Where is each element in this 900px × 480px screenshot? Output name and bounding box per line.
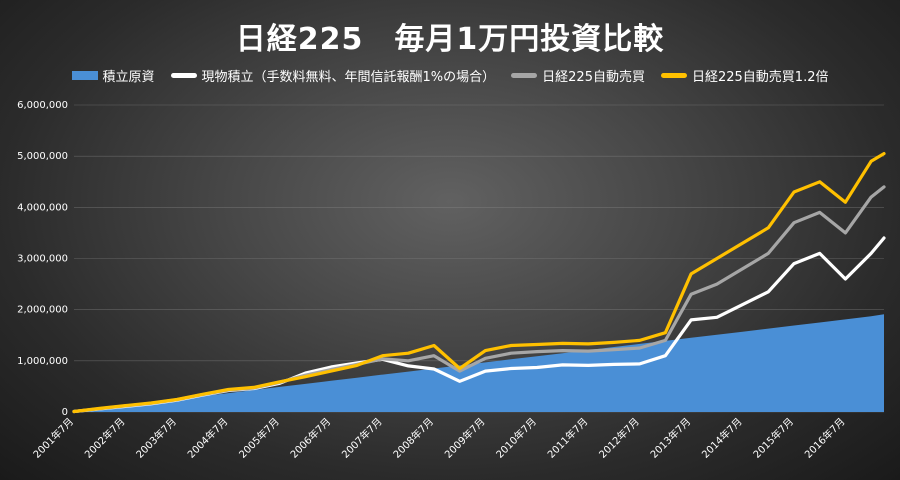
x-tick-label: 2008年7月 (390, 415, 436, 461)
chart-title: 日経225 毎月1万円投資比較 (235, 22, 665, 57)
legend-item-auto: 日経225自動売買 (511, 66, 645, 85)
x-tick-label: 2002年7月 (82, 415, 128, 461)
x-tick-label: 2010年7月 (493, 415, 539, 461)
x-tick-label: 2001年7月 (30, 415, 76, 461)
x-tick-label: 2009年7月 (442, 415, 488, 461)
legend-swatch-principal (71, 71, 98, 80)
y-tick-label: 6,000,000 (17, 100, 68, 111)
x-tick-label: 2005年7月 (236, 415, 282, 461)
x-tick-label: 2011年7月 (545, 415, 591, 461)
legend-label-principal: 積立原資 (102, 70, 155, 85)
x-tick-label: 2007年7月 (339, 415, 385, 461)
x-tick-label: 2016年7月 (802, 415, 848, 461)
y-tick-label: 3,000,000 (17, 254, 68, 265)
y-tick-label: 4,000,000 (17, 202, 68, 213)
legend-item-spot: 現物積立（手数料無料、年間信託報酬1%の場合） (170, 66, 496, 85)
legend-label-spot: 現物積立（手数料無料、年間信託報酬1%の場合） (201, 70, 496, 85)
legend-swatch-spot (170, 73, 197, 78)
legend-item-auto-12x: 日経225自動売買1.2倍 (660, 66, 829, 85)
y-tick-label: 1,000,000 (17, 356, 68, 367)
legend-swatch-auto-12x (660, 73, 687, 78)
legend-label-auto: 日経225自動売買 (542, 70, 645, 85)
legend-item-principal: 積立原資 (71, 66, 155, 85)
x-tick-label: 2006年7月 (287, 415, 333, 461)
series-line-auto-12x (72, 152, 886, 414)
x-tick-label: 2012年7月 (596, 415, 642, 461)
x-tick-label: 2003年7月 (133, 415, 179, 461)
x-tick-label: 2014年7月 (699, 415, 745, 461)
x-tick-label: 2015年7月 (750, 415, 796, 461)
legend-label-auto-12x: 日経225自動売買1.2倍 (691, 70, 829, 85)
x-tick-label: 2004年7月 (185, 415, 231, 461)
y-tick-label: 5,000,000 (17, 151, 68, 162)
x-tick-label: 2013年7月 (647, 415, 693, 461)
legend-swatch-auto (511, 73, 538, 78)
legend: 積立原資 現物積立（手数料無料、年間信託報酬1%の場合） 日経225自動売買 日… (0, 66, 900, 85)
y-tick-label: 0 (62, 407, 68, 418)
y-tick-label: 2,000,000 (17, 305, 68, 316)
line-layer (72, 152, 886, 414)
